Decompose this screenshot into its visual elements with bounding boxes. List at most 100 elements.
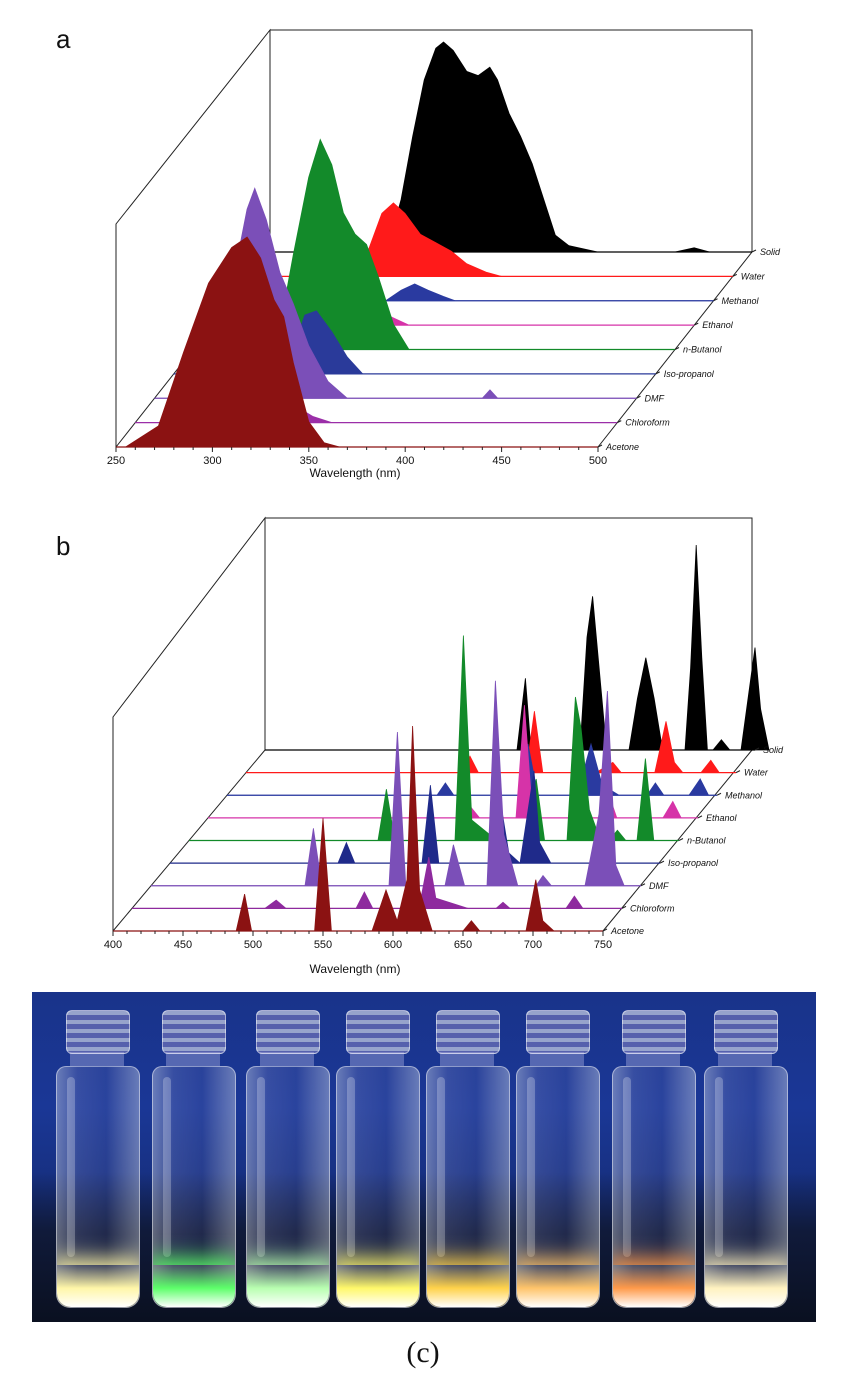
- vial-neck: [718, 1052, 772, 1066]
- row-label-chloroform: Chloroform: [625, 418, 670, 428]
- vials-photo: [32, 992, 816, 1322]
- vial-neck: [166, 1052, 220, 1066]
- vial-7: [610, 1010, 696, 1308]
- series-chloroform: [132, 857, 622, 909]
- row-tick: [602, 928, 608, 932]
- x-tick-label-550: 550: [314, 939, 332, 951]
- vial-luminescent-liquid: [247, 1265, 329, 1307]
- row-tick: [713, 298, 718, 302]
- vial-1: [54, 1010, 140, 1308]
- x-tick-label-500: 500: [244, 939, 262, 951]
- row-label-n-butanol: n-Butanol: [687, 836, 727, 846]
- panel-b-letter: b: [56, 531, 70, 561]
- panel-c-caption: (c): [406, 1336, 440, 1369]
- series-acetone: [113, 725, 603, 932]
- row-tick: [694, 322, 699, 326]
- row-tick: [697, 815, 703, 819]
- vial-luminescent-liquid: [153, 1265, 235, 1307]
- vial-cap: [66, 1010, 130, 1054]
- row-label-water: Water: [741, 271, 766, 281]
- x-tick-label-450: 450: [492, 455, 510, 467]
- vial-highlight: [623, 1077, 631, 1257]
- vial-highlight: [163, 1077, 171, 1257]
- row-label-n-butanol: n-Butanol: [683, 345, 723, 355]
- panel-a-ticks: Solid Water Methanol Ethanol n-Butanol Iso-pr…: [107, 247, 781, 467]
- vial-2: [150, 1010, 236, 1308]
- x-tick-label-250: 250: [107, 455, 125, 467]
- vial-cap: [256, 1010, 320, 1054]
- row-tick: [674, 347, 680, 350]
- back-wall-frame: [265, 517, 753, 750]
- x-tick-label-500: 500: [589, 455, 607, 467]
- vial-neck: [260, 1052, 314, 1066]
- row-tick: [678, 838, 684, 841]
- x-tick-label-350: 350: [300, 455, 318, 467]
- panel-a-letter: a: [56, 24, 71, 54]
- vial-neck: [626, 1052, 680, 1066]
- x-tick-label-650: 650: [454, 939, 472, 951]
- vial-body: [152, 1066, 236, 1308]
- row-label-solid: Solid: [763, 745, 784, 755]
- row-label-iso-propanol: Iso-propanol: [664, 369, 715, 379]
- vial-luminescent-liquid: [427, 1265, 509, 1307]
- x-tick-label-400: 400: [104, 939, 122, 951]
- vial-cap: [622, 1010, 686, 1054]
- vial-body: [56, 1066, 140, 1308]
- row-label-acetone: Acetone: [610, 926, 644, 936]
- vial-5: [424, 1010, 510, 1308]
- back-wall-frame: [270, 29, 753, 252]
- row-label-acetone: Acetone: [605, 442, 639, 452]
- panel-a-series-group: [116, 41, 752, 448]
- series-acetone: [116, 236, 598, 448]
- row-tick: [655, 371, 660, 375]
- vial-luminescent-liquid: [705, 1265, 787, 1307]
- panel-b-chart: b Solid Water Methanol Ethanol n-Butanol Iso-…: [56, 516, 784, 976]
- series-dmf: [151, 680, 641, 887]
- x-tick-label-300: 300: [203, 455, 221, 467]
- vial-4: [334, 1010, 420, 1308]
- vial-cap: [714, 1010, 778, 1054]
- row-label-dmf: DMF: [649, 881, 669, 891]
- vial-luminescent-liquid: [57, 1265, 139, 1307]
- panel-b-x-axis-title: Wavelength (nm): [310, 962, 401, 976]
- vial-cap: [436, 1010, 500, 1054]
- series-water: [246, 711, 736, 774]
- vial-highlight: [437, 1077, 445, 1257]
- vial-neck: [70, 1052, 124, 1066]
- panel-b-series-group: [113, 544, 770, 932]
- series-solid: [270, 41, 752, 253]
- vial-luminescent-liquid: [337, 1265, 419, 1307]
- row-tick: [659, 860, 665, 864]
- x-tick-label-750: 750: [594, 939, 612, 951]
- vial-highlight: [715, 1077, 723, 1257]
- x-tick-label-400: 400: [396, 455, 414, 467]
- row-tick: [621, 905, 627, 909]
- row-tick: [716, 792, 722, 796]
- row-tick: [597, 444, 603, 448]
- x-tick-label-450: 450: [174, 939, 192, 951]
- vial-body: [704, 1066, 788, 1308]
- vial-luminescent-liquid: [613, 1265, 695, 1307]
- x-tick-label-600: 600: [384, 939, 402, 951]
- series-ethanol: [208, 705, 698, 819]
- left-wall-frame: [112, 516, 266, 931]
- panel-a-x-axis-title: Wavelength (nm): [310, 466, 401, 480]
- vial-luminescent-liquid: [517, 1265, 599, 1307]
- vial-body: [426, 1066, 510, 1308]
- vial-body: [246, 1066, 330, 1308]
- vial-body: [612, 1066, 696, 1308]
- panel-a-chart: a Solid Water Methanol Ethanol n-Butanol Iso-…: [56, 24, 781, 480]
- vial-6: [514, 1010, 600, 1308]
- row-label-solid: Solid: [760, 247, 781, 257]
- vial-highlight: [257, 1077, 265, 1257]
- vial-body: [336, 1066, 420, 1308]
- vial-highlight: [67, 1077, 75, 1257]
- vial-cap: [346, 1010, 410, 1054]
- panel-b-ticks: Solid Water Methanol Ethanol n-Butanol Iso-pr…: [104, 745, 784, 951]
- vial-neck: [440, 1052, 494, 1066]
- vial-8: [702, 1010, 788, 1308]
- x-tick-label-700: 700: [524, 939, 542, 951]
- row-tick: [732, 273, 737, 277]
- vial-cap: [526, 1010, 590, 1054]
- vial-neck: [530, 1052, 584, 1066]
